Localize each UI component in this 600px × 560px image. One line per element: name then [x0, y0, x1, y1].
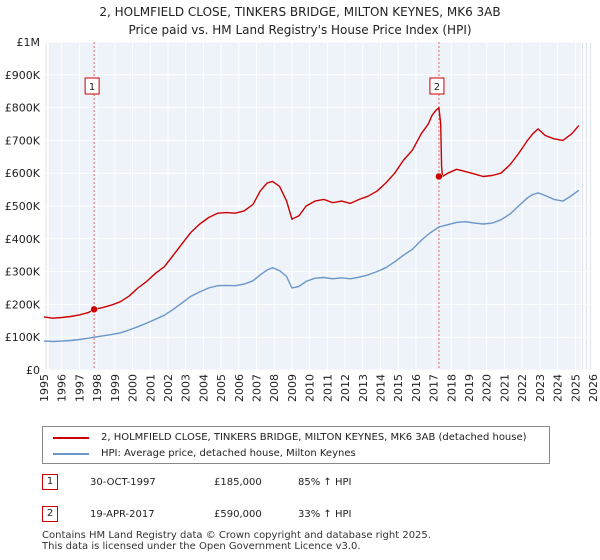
legend-swatch-blue: [53, 453, 89, 455]
x-tick-label: 2021: [498, 374, 511, 402]
x-tick-label: 2009: [286, 374, 299, 402]
transaction-hpi-2: 33% ↑ HPI: [298, 509, 352, 520]
x-tick-label: 2005: [215, 374, 228, 402]
x-tick-label: 2011: [321, 374, 334, 402]
x-tick-label: 1998: [91, 374, 104, 402]
x-tick-label: 2008: [268, 374, 281, 402]
x-tick-label: 2017: [428, 374, 441, 402]
y-tick-label: £100K: [5, 331, 41, 344]
x-tick-label: 2012: [339, 374, 352, 402]
property-price-line: [43, 106, 580, 319]
y-tick-label: £800K: [5, 102, 41, 115]
y-tick-label: £0: [26, 364, 40, 377]
hpi-line: [43, 189, 580, 343]
chart-subtitle: Price paid vs. HM Land Registry's House …: [128, 23, 472, 37]
x-tick-label: 2003: [180, 374, 193, 402]
y-tick-label: £1M: [17, 36, 41, 49]
x-tick-label: 2001: [144, 374, 157, 402]
sale-label-text: 1: [89, 82, 95, 93]
transaction-price-1: £185,000: [214, 477, 262, 488]
x-tick-label: 2024: [552, 374, 565, 402]
x-tick-label: 2022: [516, 374, 529, 402]
x-tick-label: 1995: [38, 374, 51, 402]
x-tick-label: 2026: [587, 374, 600, 402]
x-tick-label: 2019: [463, 374, 476, 402]
transaction-date-1: 30-OCT-1997: [90, 477, 156, 488]
chart-legend: 2, HOLMFIELD CLOSE, TINKERS BRIDGE, MILT…: [42, 426, 550, 464]
transaction-badge-1: 1: [42, 474, 58, 490]
sale-label-box: [429, 77, 445, 95]
x-tick-label: 2010: [304, 374, 317, 402]
legend-label-property: 2, HOLMFIELD CLOSE, TINKERS BRIDGE, MILT…: [101, 432, 527, 443]
y-tick-label: £500K: [5, 200, 41, 213]
y-tick-label: £300K: [5, 266, 41, 279]
x-tick-label: 2002: [162, 374, 175, 402]
x-tick-label: 2025: [569, 374, 582, 402]
x-tick-label: 2016: [410, 374, 423, 402]
sale-label-box: [84, 77, 100, 95]
x-tick-label: 1997: [73, 374, 86, 402]
y-tick-label: £200K: [5, 298, 41, 311]
footer-line-2: This data is licensed under the Open Gov…: [42, 541, 361, 552]
x-tick-label: 2014: [374, 374, 387, 402]
sale-point: [90, 305, 98, 314]
y-tick-label: £900K: [5, 69, 41, 82]
x-tick-label: 1999: [109, 374, 122, 402]
x-tick-label: 2000: [127, 374, 140, 402]
x-tick-label: 2013: [357, 374, 370, 402]
x-tick-label: 2006: [233, 374, 246, 402]
y-tick-label: £700K: [5, 134, 41, 147]
footer-note: Contains HM Land Registry data © Crown c…: [42, 530, 431, 552]
x-tick-label: 2018: [445, 374, 458, 402]
chart-title: 2, HOLMFIELD CLOSE, TINKERS BRIDGE, MILT…: [99, 5, 501, 19]
legend-label-hpi: HPI: Average price, detached house, Milt…: [101, 448, 356, 459]
price-chart: 1 2 £0 £100K £200K £300K £400K £500K £600K £700K…: [5, 36, 600, 402]
transaction-badge-2: 2: [42, 506, 58, 522]
transaction-date-2: 19-APR-2017: [90, 509, 155, 520]
y-tick-label: £400K: [5, 233, 41, 246]
y-tick-label: £600K: [5, 167, 41, 180]
x-tick-label: 2004: [197, 374, 210, 402]
transaction-price-2: £590,000: [214, 509, 262, 520]
x-tick-label: 2015: [392, 374, 405, 402]
transaction-hpi-1: 85% ↑ HPI: [298, 477, 352, 488]
legend-swatch-red: [53, 437, 89, 439]
chart-title-block: 2, HOLMFIELD CLOSE, TINKERS BRIDGE, MILT…: [0, 3, 600, 39]
sale-label-text: 2: [434, 82, 440, 93]
footer-line-1: Contains HM Land Registry data © Crown c…: [42, 530, 431, 541]
x-tick-label: 1996: [56, 374, 69, 402]
x-tick-label: 2023: [534, 374, 547, 402]
x-tick-label: 2007: [251, 374, 264, 402]
sale-point: [435, 172, 443, 181]
x-tick-label: 2020: [481, 374, 494, 402]
